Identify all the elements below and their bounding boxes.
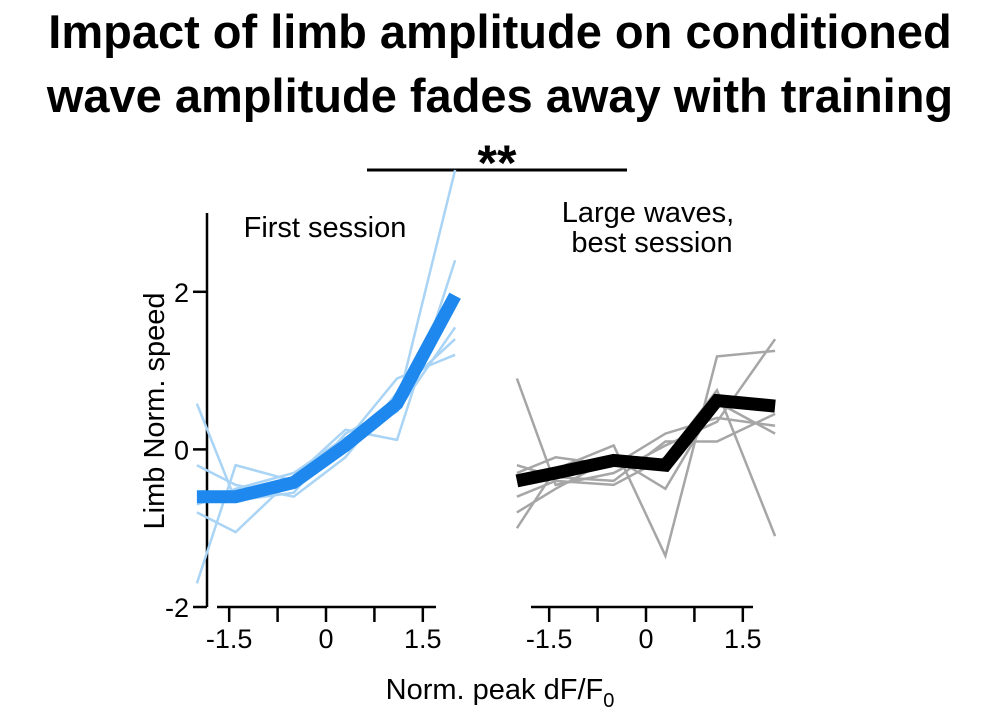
panel2-mean-line — [515, 393, 776, 488]
x-tick-label: -1.5 — [206, 624, 253, 654]
significance-label: ** — [478, 135, 517, 191]
panel1-title: First session — [244, 212, 407, 244]
axis-ticks: -2 0 2 -1.5 0 1.5 -1.5 0 1.5 — [165, 278, 762, 654]
y-tick-label: 2 — [174, 278, 189, 308]
panel1-trace — [196, 326, 457, 506]
mean-lines — [196, 292, 776, 504]
panel2-trace — [515, 349, 776, 560]
panel1-trace — [196, 259, 457, 534]
x-axis-label-main: Norm. peak dF/F — [386, 674, 604, 706]
x-tick-label: 1.5 — [404, 624, 442, 654]
x-tick-label: 0 — [638, 624, 653, 654]
chart-title-line2: wave amplitude fades away with training — [46, 69, 953, 122]
x-tick-label: -1.5 — [526, 624, 573, 654]
panel2-trace — [516, 387, 777, 537]
panel2-trace — [516, 416, 776, 475]
panel2-title-line1: Large waves, — [562, 197, 735, 229]
x-tick-label: 1.5 — [724, 624, 762, 654]
x-axis-label: Norm. peak dF/F0 — [386, 674, 615, 712]
x-tick-label: 0 — [318, 624, 333, 654]
panel2-title: Large waves, best session — [562, 197, 743, 259]
x-axis-label-subscript: 0 — [603, 690, 614, 712]
panel1-mean-line — [196, 292, 461, 504]
y-tick-label: 0 — [174, 435, 189, 465]
panel1-trace — [195, 353, 456, 584]
y-tick-label: -2 — [165, 593, 189, 623]
panel2-title-line2: best session — [571, 227, 732, 259]
panel2-traces — [515, 338, 777, 560]
chart-title-line1: Impact of limb amplitude on conditioned — [48, 5, 951, 58]
y-axis-label: Limb Norm. speed — [139, 293, 171, 530]
